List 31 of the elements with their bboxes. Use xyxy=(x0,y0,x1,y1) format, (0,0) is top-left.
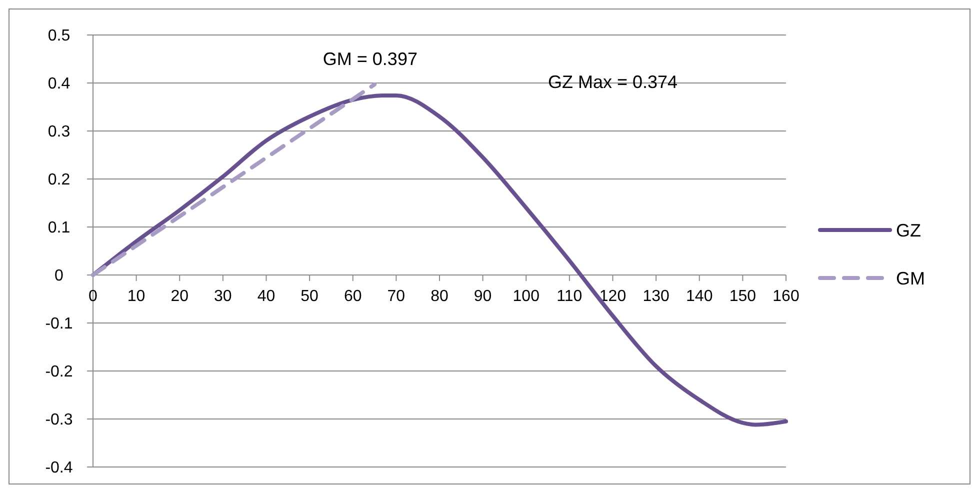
x-tick-label: 150 xyxy=(729,288,756,305)
x-tick-label: 70 xyxy=(387,288,406,305)
legend-label: GM xyxy=(896,268,925,288)
y-tick-label: -0.3 xyxy=(45,412,73,429)
x-tick-label: 140 xyxy=(686,288,713,305)
annotation: GM = 0.397 xyxy=(322,49,418,69)
x-tick-label: 60 xyxy=(344,288,362,305)
x-tick-label: 40 xyxy=(257,288,276,305)
x-tick-label: 100 xyxy=(512,288,540,305)
y-tick-label: 0 xyxy=(54,268,64,285)
y-tick-label: 0.2 xyxy=(48,172,70,189)
x-tick-label: 50 xyxy=(300,288,319,305)
y-tick-label: -0.2 xyxy=(45,364,73,381)
y-tick-label: 0.1 xyxy=(48,220,70,237)
x-tick-label: 90 xyxy=(474,288,492,305)
x-tick-label: 0 xyxy=(88,288,98,305)
x-tick-label: 120 xyxy=(599,288,626,305)
x-tick-label: 130 xyxy=(642,288,670,305)
y-tick-label: 0.5 xyxy=(48,28,70,45)
legend-label: GZ xyxy=(896,220,921,240)
x-tick-label: 80 xyxy=(430,288,448,305)
annotation: GZ Max = 0.374 xyxy=(548,72,678,92)
y-tick-label: -0.1 xyxy=(45,316,73,333)
y-tick-label: -0.4 xyxy=(45,460,73,477)
x-tick-label: 160 xyxy=(772,288,800,305)
y-tick-label: 0.4 xyxy=(48,76,70,93)
x-tick-label: 10 xyxy=(127,288,146,305)
y-tick-label: 0.3 xyxy=(48,124,70,141)
x-tick-label: 30 xyxy=(214,288,232,305)
x-tick-label: 20 xyxy=(170,288,189,305)
x-tick-label: 110 xyxy=(556,288,582,305)
